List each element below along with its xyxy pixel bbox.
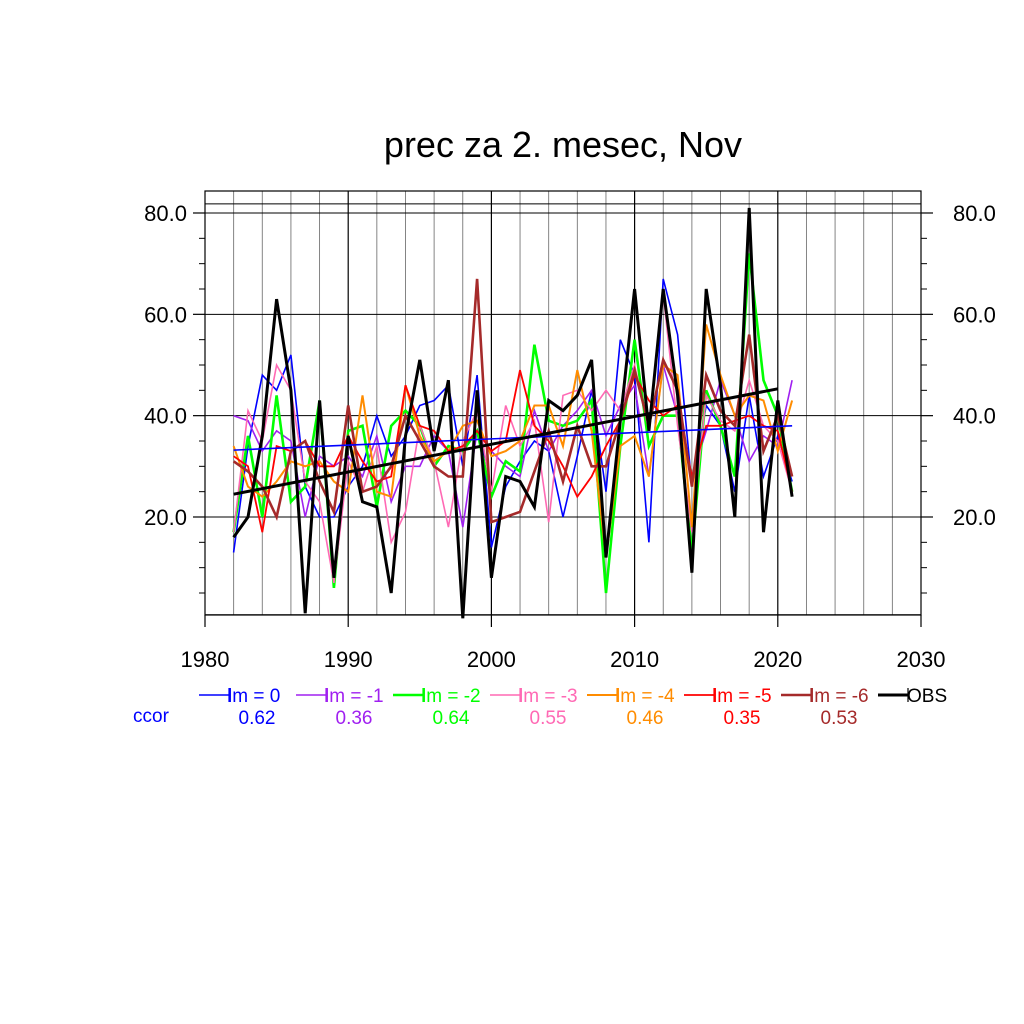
y-tick-label-right: 40.0	[953, 404, 996, 429]
x-tick-label: 1980	[181, 647, 230, 672]
x-tick-label: 2010	[610, 647, 659, 672]
y-tick-label-left: 40.0	[144, 404, 187, 429]
y-tick-label-left: 80.0	[144, 201, 187, 226]
ccor-value: 0.36	[336, 708, 373, 729]
ccor-value: 0.53	[821, 708, 858, 729]
plot-area	[232, 207, 794, 619]
x-tick-label: 2020	[753, 647, 802, 672]
y-tick-label-right: 20.0	[953, 505, 996, 530]
axes: 1980 1990 2000 2010 2020 2030 20.0 20.0 40.0 40.0…	[144, 190, 996, 672]
y-tick-label-left: 60.0	[144, 302, 187, 327]
ccor-label: ccor	[133, 706, 170, 727]
chart-title: prec za 2. mesec, Nov	[384, 124, 742, 165]
y-tick-label-right: 60.0	[953, 302, 996, 327]
ccor-value: 0.46	[627, 708, 664, 729]
legend-label: lm = -2	[422, 686, 481, 707]
legend-label: lm = -4	[616, 686, 675, 707]
ccor-value: 0.55	[530, 708, 567, 729]
trend-line-obs-trend	[233, 387, 779, 496]
trend-line-lm-0-trend	[233, 424, 793, 451]
y-tick-label-right: 80.0	[953, 201, 996, 226]
ccor-value: 0.62	[239, 708, 276, 729]
plot-frame	[204, 190, 922, 616]
ccor-value: 0.64	[433, 708, 470, 729]
series-line-obs	[232, 207, 794, 619]
legend: ccor lm = 00.62 lm = -10.36 lm = -20.64 lm =…	[133, 686, 947, 729]
x-tick-label: 2000	[467, 647, 516, 672]
legend-label: lm = -3	[519, 686, 578, 707]
x-tick-label: 2030	[897, 647, 946, 672]
ccor-value: 0.35	[724, 708, 761, 729]
y-tick-label-left: 20.0	[144, 505, 187, 530]
legend-label: lm = -5	[713, 686, 772, 707]
legend-label: OBS	[907, 686, 947, 707]
series-line-lm-3	[232, 294, 793, 584]
legend-label: lm = -1	[325, 686, 384, 707]
legend-label: lm = -6	[810, 686, 869, 707]
legend-label: lm = 0	[228, 686, 280, 707]
x-tick-label: 1990	[324, 647, 373, 672]
grid	[205, 191, 921, 616]
